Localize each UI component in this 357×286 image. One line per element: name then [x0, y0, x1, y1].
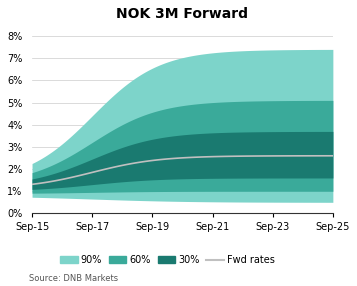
Text: Source: DNB Markets: Source: DNB Markets [29, 274, 118, 283]
Legend: 90%, 60%, 30%, Fwd rates: 90%, 60%, 30%, Fwd rates [56, 251, 278, 269]
Title: NOK 3M Forward: NOK 3M Forward [116, 7, 248, 21]
